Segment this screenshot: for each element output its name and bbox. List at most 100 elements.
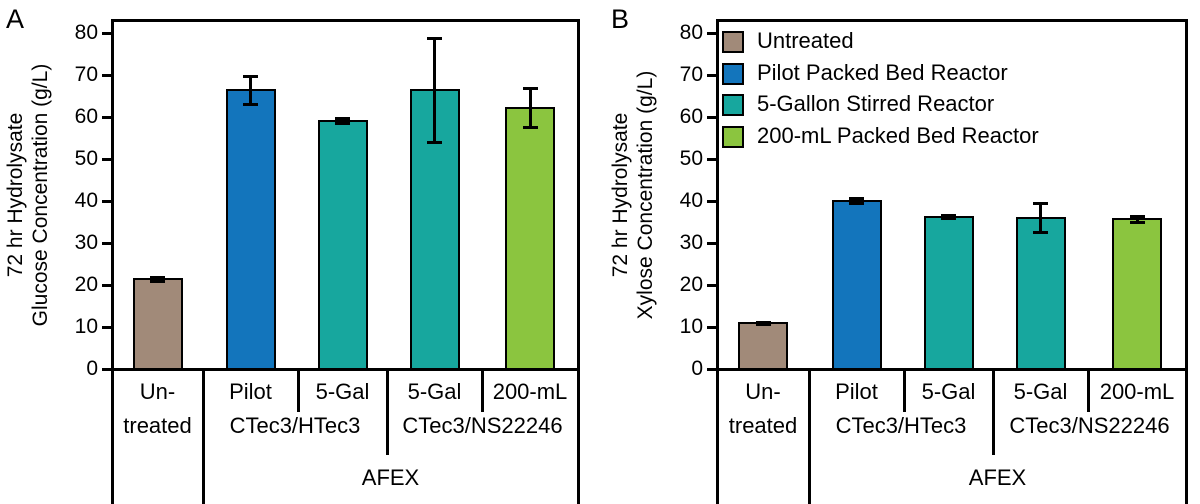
bar-two_hundred_ml_packed_bed xyxy=(1112,218,1162,371)
y-tick-label: 50 xyxy=(74,147,98,170)
y-tick xyxy=(706,73,716,77)
error-bar-cap-bottom xyxy=(1129,221,1145,225)
y-tick xyxy=(706,115,716,119)
y-tick xyxy=(101,367,111,371)
y-tick xyxy=(706,367,716,371)
error-bar-cap-bottom xyxy=(941,216,956,220)
bar-untreated xyxy=(738,322,788,371)
error-bar-cap-top xyxy=(941,214,956,218)
error-bar-cap-top xyxy=(150,275,165,279)
error-bar-cap-top xyxy=(1129,214,1145,218)
error-bar-cap-bottom xyxy=(849,201,864,205)
category-separator xyxy=(1086,367,1090,412)
category-label: 5-Gal xyxy=(407,379,462,404)
category-sublabel: treated xyxy=(123,413,192,438)
y-tick xyxy=(101,31,111,35)
legend-label: Untreated xyxy=(757,28,854,53)
enzyme-group-label: CTec3/NS22246 xyxy=(402,413,563,438)
y-tick xyxy=(101,325,111,329)
y-tick-label: 20 xyxy=(74,273,98,296)
y-tick-label: 80 xyxy=(679,21,703,44)
y-tick-label: 60 xyxy=(74,105,98,128)
category-separator xyxy=(385,367,389,455)
category-label: 5-Gal xyxy=(315,379,370,404)
y-tick xyxy=(101,199,111,203)
category-separator xyxy=(807,367,811,504)
y-tick xyxy=(706,31,716,35)
y-tick-label: 80 xyxy=(74,21,98,44)
y-tick xyxy=(706,157,716,161)
bar-pilot_packed_bed xyxy=(225,89,276,371)
error-bar xyxy=(855,197,858,205)
category-label: 200-mL xyxy=(1099,379,1175,404)
category-label: 200-mL xyxy=(492,379,568,404)
enzyme-group-label: CTec3/NS22246 xyxy=(1009,413,1170,438)
y-axis-title-line: 72 hr Hydrolysate xyxy=(4,112,27,277)
error-bar-cap-top xyxy=(243,74,258,78)
y-tick-label: 30 xyxy=(74,231,98,254)
y-tick xyxy=(101,115,111,119)
error-bar-cap-bottom xyxy=(243,103,258,107)
y-tick xyxy=(101,241,111,245)
error-bar-cap-top xyxy=(335,117,350,121)
legend-swatch-two_hundred_ml_packed_bed xyxy=(722,126,744,149)
enzyme-group-label: CTec3/HTec3 xyxy=(835,413,967,438)
category-separator xyxy=(480,367,484,412)
y-tick xyxy=(706,325,716,329)
category-label: 5-Gal xyxy=(1013,379,1068,404)
category-separator xyxy=(991,367,995,455)
category-label: Pilot xyxy=(229,379,272,404)
category-label: Un- xyxy=(139,379,176,404)
enzyme-group-label: CTec3/HTec3 xyxy=(229,413,361,438)
y-tick xyxy=(101,73,111,77)
error-bar-cap-bottom xyxy=(335,122,350,126)
error-bar xyxy=(528,86,532,129)
error-bar xyxy=(249,74,252,107)
y-tick xyxy=(706,241,716,245)
y-tick-label: 70 xyxy=(679,63,703,86)
category-separator xyxy=(110,367,114,504)
y-tick-label: 70 xyxy=(74,63,98,86)
error-bar-cap-bottom xyxy=(522,125,538,129)
y-tick-label: 40 xyxy=(679,189,703,212)
error-bar xyxy=(341,117,344,126)
category-separator xyxy=(1184,367,1188,504)
y-tick xyxy=(706,199,716,203)
error-bar-cap-top xyxy=(522,86,538,90)
error-bar-cap-top xyxy=(1033,201,1048,205)
error-bar-cap-bottom xyxy=(1033,231,1048,234)
error-bar xyxy=(433,36,436,145)
legend-label: 5-Gallon Stirred Reactor xyxy=(757,91,995,117)
category-separator xyxy=(902,367,906,412)
y-tick xyxy=(101,157,111,161)
category-separator xyxy=(715,367,719,504)
category-sublabel: treated xyxy=(728,413,798,438)
error-bar-cap-top xyxy=(849,197,864,201)
y-tick-label: 60 xyxy=(679,105,703,128)
bar-untreated xyxy=(132,277,183,371)
error-bar-cap-bottom xyxy=(755,323,771,327)
panel-label-a: A xyxy=(6,4,25,34)
legend-label: 200-mL Packed Bed Reactor xyxy=(757,123,1039,149)
pretreatment-group-label: AFEX xyxy=(968,465,1027,490)
error-bar xyxy=(1135,214,1139,225)
bar-five_gallon_stirred xyxy=(923,215,974,371)
error-bar-cap-top xyxy=(755,320,771,324)
error-bar-cap-bottom xyxy=(427,141,442,145)
y-tick-label: 10 xyxy=(74,315,98,338)
pretreatment-group-label: AFEX xyxy=(361,465,420,490)
y-tick-label: 50 xyxy=(679,147,703,170)
category-label: 5-Gal xyxy=(921,379,976,404)
bar-five_gallon_stirred xyxy=(317,119,368,371)
category-label: Pilot xyxy=(835,379,878,404)
legend-swatch-pilot_packed_bed xyxy=(722,62,744,85)
y-tick-label: 20 xyxy=(679,273,703,296)
y-tick-label: 10 xyxy=(679,315,703,338)
y-tick-label: 40 xyxy=(74,189,98,212)
error-bar-cap-bottom xyxy=(150,279,165,283)
y-tick-label: 30 xyxy=(679,231,703,254)
panel-label-b: B xyxy=(611,4,630,34)
error-bar-cap-top xyxy=(427,36,442,40)
category-separator xyxy=(201,367,205,504)
